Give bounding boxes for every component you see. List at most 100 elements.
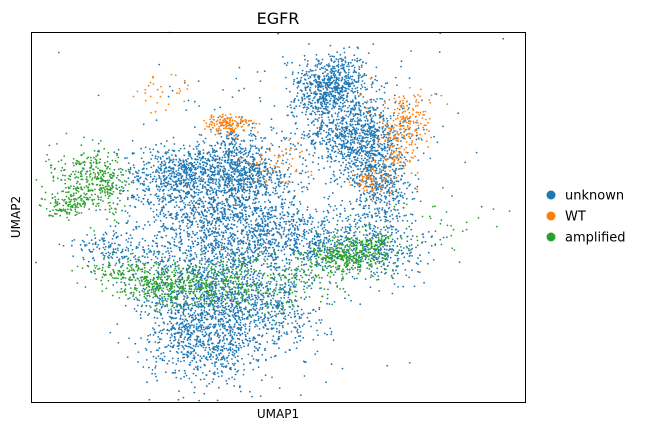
data-point <box>228 169 230 172</box>
data-point <box>160 165 163 168</box>
data-point <box>306 188 309 191</box>
data-point <box>349 120 352 123</box>
data-point <box>294 195 296 197</box>
data-point <box>132 228 135 231</box>
data-point <box>251 126 254 129</box>
data-point <box>197 145 200 148</box>
data-point <box>223 184 226 187</box>
data-point <box>355 165 358 168</box>
data-point <box>362 129 365 132</box>
data-point <box>359 270 361 273</box>
data-point <box>198 176 201 178</box>
data-point <box>442 125 444 128</box>
data-point <box>269 166 272 169</box>
data-point <box>329 246 331 249</box>
data-point <box>355 159 358 162</box>
data-point <box>212 149 214 152</box>
data-point <box>283 202 286 205</box>
data-point <box>382 130 384 133</box>
data-point <box>341 157 344 160</box>
data-point <box>364 123 366 126</box>
data-point <box>383 163 386 166</box>
data-point <box>403 202 405 205</box>
data-point <box>374 193 377 196</box>
data-point <box>242 187 245 189</box>
data-point <box>178 241 181 244</box>
data-point <box>161 172 163 175</box>
data-point <box>336 136 339 139</box>
data-point <box>220 246 223 249</box>
data-point <box>231 158 234 161</box>
data-point <box>212 191 214 194</box>
data-point <box>167 201 170 204</box>
data-point <box>282 154 285 157</box>
data-point <box>313 124 315 126</box>
data-point <box>203 217 206 220</box>
data-point <box>275 287 277 289</box>
data-point <box>258 164 261 167</box>
data-point <box>191 202 194 205</box>
data-point <box>188 174 190 176</box>
data-point <box>369 140 372 143</box>
data-point <box>411 198 414 201</box>
data-point <box>273 221 276 224</box>
data-point <box>408 184 410 187</box>
data-point <box>316 66 319 68</box>
data-point <box>155 184 158 187</box>
data-point <box>217 212 219 215</box>
data-point <box>380 199 383 202</box>
data-point <box>232 214 235 217</box>
data-point <box>232 204 235 207</box>
data-point <box>296 208 299 210</box>
data-point <box>388 183 391 186</box>
data-point <box>331 76 334 79</box>
data-point <box>261 140 264 143</box>
data-point <box>313 146 316 149</box>
data-point <box>168 214 171 217</box>
data-point <box>168 160 171 163</box>
data-point <box>313 226 316 229</box>
data-point <box>260 244 263 247</box>
data-point <box>368 192 370 195</box>
data-point <box>159 156 162 159</box>
data-point <box>306 106 308 109</box>
data-point <box>150 166 153 169</box>
data-point <box>330 75 333 78</box>
data-point <box>147 244 150 247</box>
data-point <box>230 154 233 157</box>
data-point <box>333 76 336 79</box>
data-point <box>313 92 315 95</box>
data-point <box>343 63 345 66</box>
data-point <box>391 189 393 192</box>
data-point <box>202 253 205 255</box>
data-point <box>359 196 362 199</box>
data-point <box>350 101 353 103</box>
data-point <box>257 175 259 178</box>
data-point <box>199 191 202 194</box>
data-point <box>337 125 340 127</box>
data-point <box>232 188 235 191</box>
data-point <box>243 181 245 183</box>
data-point <box>393 181 396 184</box>
data-point <box>173 181 176 183</box>
data-point <box>343 130 346 133</box>
data-point <box>228 219 231 222</box>
data-point <box>276 192 278 195</box>
data-point <box>367 52 370 54</box>
data-point <box>230 151 233 154</box>
data-point <box>402 137 405 140</box>
data-point <box>326 134 329 137</box>
data-point <box>206 159 208 162</box>
data-point <box>408 117 411 119</box>
data-point <box>327 64 329 67</box>
data-point <box>338 111 340 114</box>
data-point <box>240 232 243 234</box>
data-point <box>230 130 233 133</box>
data-point <box>246 221 248 224</box>
data-point <box>380 177 383 179</box>
data-point <box>242 188 245 191</box>
data-point <box>306 82 309 85</box>
data-point <box>250 220 252 222</box>
data-point <box>398 188 401 190</box>
data-point <box>326 160 329 163</box>
